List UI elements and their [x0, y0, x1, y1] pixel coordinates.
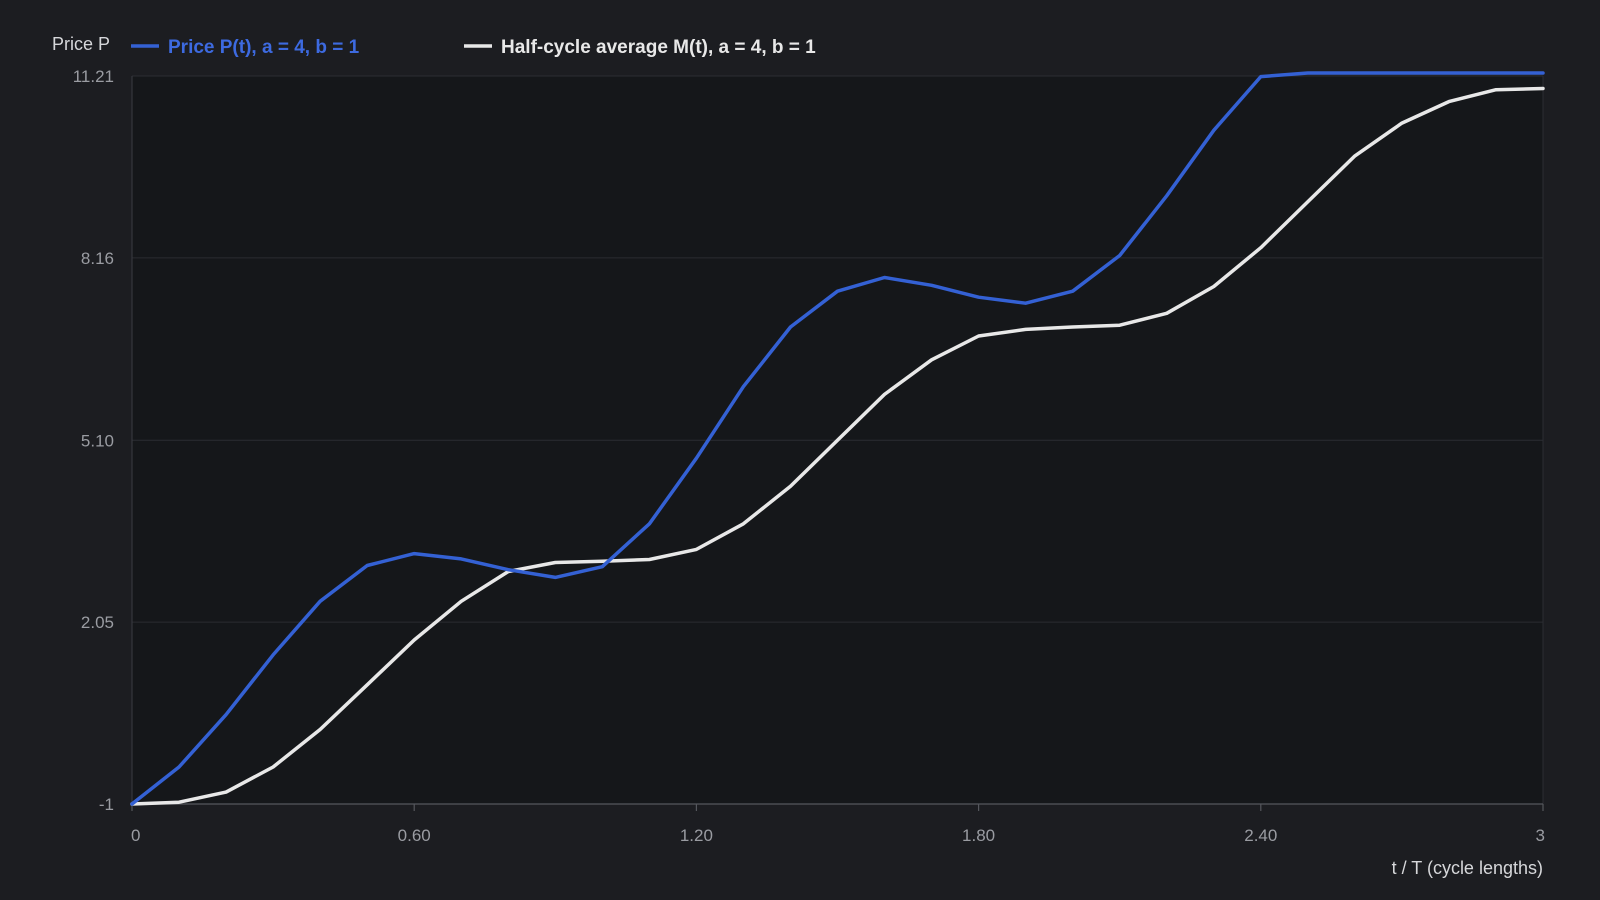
x-tick-label: 3 — [1536, 826, 1545, 845]
y-axis-title: Price P — [52, 34, 110, 54]
x-tick-label: 1.20 — [680, 826, 713, 845]
x-tick-label: 2.40 — [1244, 826, 1277, 845]
series-line-price — [130, 71, 1545, 806]
y-tick-label: 8.16 — [81, 249, 114, 268]
axes — [131, 76, 1544, 811]
legend-label-price: Price P(t), a = 4, b = 1 — [168, 37, 360, 58]
y-tick-label: 11.21 — [73, 67, 114, 86]
legend: Price P(t), a = 4, b = 1 Half-cycle aver… — [131, 37, 816, 58]
x-tick-label: 1.80 — [962, 826, 995, 845]
x-axis-title: t / T (cycle lengths) — [1392, 858, 1543, 878]
series-lines — [130, 71, 1545, 806]
y-tick-label: 2.05 — [81, 613, 114, 632]
tick-labels: -1 2.05 5.10 8.16 11.21 0 0.60 1.20 1.80 2.40 3 — [73, 67, 1545, 845]
y-tick-label: -1 — [99, 795, 114, 814]
series-line-average — [130, 86, 1545, 806]
x-tick-label: 0 — [131, 826, 140, 845]
legend-label-average: Half-cycle average M(t), a = 4, b = 1 — [501, 37, 816, 58]
x-tick-label: 0.60 — [398, 826, 431, 845]
y-tick-label: 5.10 — [81, 431, 114, 450]
